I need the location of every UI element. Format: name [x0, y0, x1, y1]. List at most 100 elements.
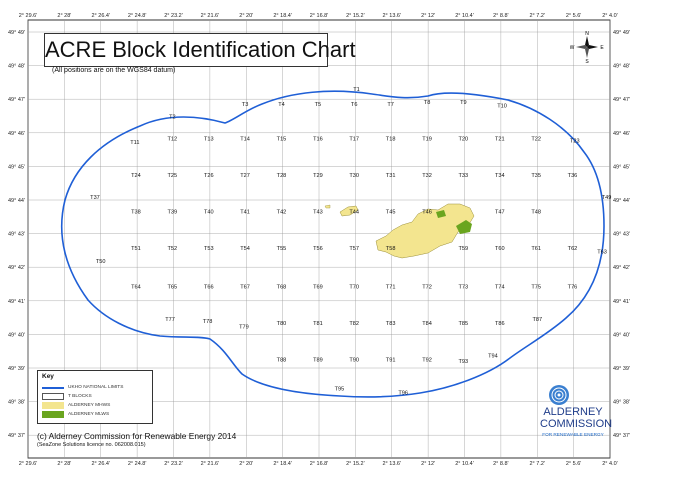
key-title: Key — [42, 373, 54, 380]
key-label: UKHO NATIONAL LIMITS — [68, 385, 124, 390]
block-label: T43 — [313, 210, 323, 216]
block-label: T70 — [349, 284, 359, 290]
block-label: T17 — [349, 136, 359, 142]
block-label: T1 — [353, 87, 360, 93]
latitude-tick-right: 49° 49' — [613, 30, 630, 36]
block-label: T85 — [459, 321, 469, 327]
key-swatch-box — [42, 393, 64, 400]
block-label: T59 — [459, 246, 469, 252]
block-label: T61 — [531, 246, 541, 252]
latitude-tick-left: 49° 39' — [8, 366, 25, 372]
block-label: T21 — [495, 136, 505, 142]
small-islet — [324, 204, 331, 209]
block-label: T14 — [240, 136, 250, 142]
block-label: T44 — [349, 210, 359, 216]
key-label: ALDERNEY MLWS — [68, 412, 110, 417]
key-label: T BLOCKS — [68, 394, 92, 399]
block-label: T71 — [386, 284, 396, 290]
latitude-tick-right: 49° 40' — [613, 332, 630, 338]
block-label: T66 — [204, 284, 214, 290]
longitude-tick-top: 2° 15.2' — [346, 13, 365, 19]
latitude-tick-left: 49° 37' — [8, 433, 25, 439]
longitude-tick-top: 2° 24.8' — [128, 13, 147, 19]
longitude-tick-top: 2° 7.2' — [530, 13, 545, 19]
block-label: T91 — [386, 357, 396, 363]
latitude-tick-left: 49° 38' — [8, 400, 25, 406]
alderney-island — [375, 203, 475, 259]
longitude-tick-bottom: 2° 7.2' — [530, 461, 545, 467]
compass-w: W — [570, 45, 575, 51]
longitude-tick-top: 2° 13.6' — [382, 13, 401, 19]
block-label: T36 — [568, 173, 578, 179]
block-label: T29 — [313, 173, 323, 179]
block-label: T58 — [386, 246, 396, 252]
longitude-tick-bottom: 2° 16.8' — [310, 461, 329, 467]
block-label: T31 — [386, 173, 396, 179]
latitude-tick-right: 49° 48' — [613, 64, 630, 70]
block-label: T79 — [239, 325, 249, 331]
chart-title: ACRE Block Identification Chart — [44, 33, 356, 67]
block-label: T10 — [497, 104, 507, 110]
block-label: T2 — [169, 115, 176, 121]
latitude-tick-right: 49° 38' — [613, 400, 630, 406]
longitude-tick-top: 2° 29.6' — [19, 13, 38, 19]
block-label: T24 — [131, 173, 141, 179]
block-label: T32 — [422, 173, 432, 179]
block-label: T13 — [204, 136, 214, 142]
block-label: T69 — [313, 284, 323, 290]
latitude-tick-left: 49° 47' — [8, 97, 25, 103]
block-label: T6 — [351, 102, 358, 108]
block-label: T87 — [532, 317, 542, 323]
latitude-tick-left: 49° 45' — [8, 164, 25, 170]
block-label: T65 — [168, 284, 178, 290]
latitude-scale-left: 49° 49' 49° 48' 49° 47' 49° 46' 49° 45' 49° 4… — [8, 30, 25, 439]
latitude-tick-right: 49° 42' — [613, 265, 630, 271]
block-label: T95 — [335, 387, 345, 393]
block-label: T15 — [277, 136, 287, 142]
alderney-rocks-mlws — [456, 220, 472, 234]
block-label: T53 — [204, 246, 214, 252]
block-label: T57 — [349, 246, 359, 252]
latitude-tick-right: 49° 43' — [613, 232, 630, 238]
copyright-credit: (c) Alderney Commission for Renewable En… — [37, 431, 237, 441]
map-key: Key UKHO NATIONAL LIMITS T BLOCKS ALDERN… — [37, 370, 153, 424]
block-label: T47 — [495, 210, 505, 216]
longitude-tick-bottom: 2° 10.4' — [455, 461, 474, 467]
licence-note: (SeaZone Solutions licence no. 062008.01… — [37, 442, 146, 448]
block-label: T19 — [422, 136, 432, 142]
longitude-tick-bottom: 2° 23.2' — [164, 461, 183, 467]
block-label: T37 — [90, 195, 100, 201]
block-label: T48 — [531, 210, 541, 216]
block-label: T67 — [240, 284, 250, 290]
longitude-tick-top: 2° 16.8' — [310, 13, 329, 19]
longitude-tick-bottom: 2° 28' — [57, 461, 71, 467]
block-label: T45 — [386, 210, 396, 216]
logo-globe-icon — [549, 385, 569, 405]
block-label: T60 — [495, 246, 505, 252]
block-label: T38 — [131, 210, 141, 216]
block-label: T94 — [488, 354, 498, 360]
block-label: T9 — [460, 100, 467, 106]
block-labels: T1 T2 T3 T4 T5 T6 T7 T8 T9 T10 T11 T12 T13 T14 T15 T16 T… — [90, 87, 611, 396]
block-label: T3 — [242, 102, 249, 108]
key-swatch-fill — [42, 411, 64, 418]
block-label: T73 — [459, 284, 469, 290]
block-label: T55 — [277, 246, 287, 252]
block-label: T83 — [386, 321, 396, 327]
logo-tagline: FOR RENEWABLE ENERGY — [542, 432, 604, 437]
longitude-tick-bottom: 2° 26.4' — [91, 461, 110, 467]
block-label: T22 — [531, 136, 541, 142]
block-label: T78 — [203, 319, 213, 325]
block-label: T88 — [277, 357, 287, 363]
longitude-tick-top: 2° 26.4' — [91, 13, 110, 19]
block-label: T35 — [531, 173, 541, 179]
longitude-tick-bottom: 2° 4.0' — [602, 461, 617, 467]
ukho-national-limits — [60, 90, 605, 398]
block-label: T90 — [349, 357, 359, 363]
block-label: T74 — [495, 284, 505, 290]
block-label: T56 — [313, 246, 323, 252]
block-label: T40 — [204, 210, 214, 216]
block-label: T5 — [315, 102, 322, 108]
longitude-scale-bottom: 2° 29.6' 2° 28' 2° 26.4' 2° 24.8' 2° 23.2' 2°… — [19, 461, 618, 467]
datum-note: (All positions are on the WGS84 datum) — [52, 67, 176, 74]
